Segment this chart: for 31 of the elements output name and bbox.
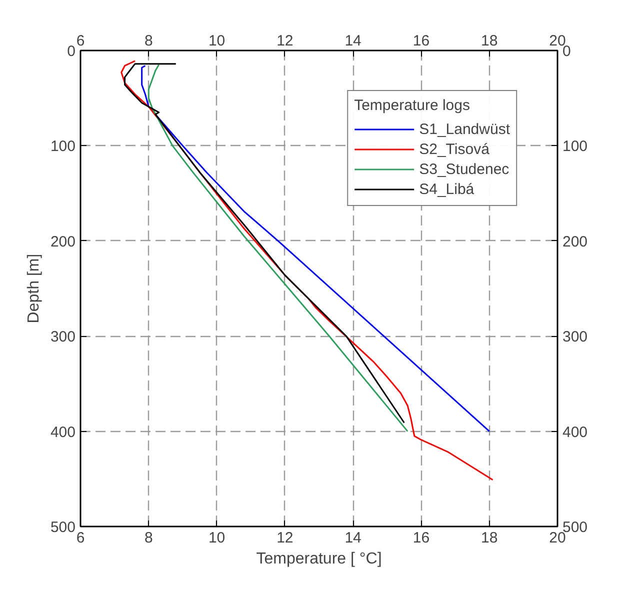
x-tick-label: 6: [76, 32, 85, 50]
x2-tick-label: 18: [481, 530, 498, 546]
x2-tick-label: 12: [276, 530, 294, 546]
y-tick-label: 200: [50, 233, 76, 250]
y2-tick-label: 300: [562, 328, 588, 346]
y-tick-label: 300: [50, 328, 76, 346]
legend-label: S3_Studenec: [419, 160, 510, 178]
x-tick-label: 12: [276, 32, 294, 50]
legend-title: Temperature logs: [354, 97, 471, 114]
y2-tick-label: 100: [562, 138, 588, 156]
y-tick-label: 400: [50, 424, 76, 441]
y-tick-label: 500: [50, 519, 76, 536]
x2-tick-label: 8: [144, 530, 153, 546]
x2-tick-label: 10: [208, 530, 226, 546]
legend-label: S1_Landwüst: [419, 120, 510, 138]
y-tick-label: 0: [67, 43, 76, 60]
y-axis-title: Depth [m]: [25, 254, 42, 324]
x-tick-label: 18: [481, 32, 498, 50]
x-tick-label: 10: [208, 32, 226, 50]
x-tick-label: 14: [344, 32, 362, 50]
x-tick-label: 8: [144, 32, 153, 50]
legend-label: S4_Libá: [419, 180, 474, 198]
y-tick-label: 100: [50, 138, 76, 156]
x2-tick-label: 6: [76, 530, 85, 546]
x2-tick-label: 14: [344, 530, 362, 546]
x-tick-label: 16: [412, 32, 430, 50]
x2-tick-label: 16: [412, 530, 430, 546]
y2-tick-label: 200: [562, 233, 588, 250]
y2-tick-label: 400: [562, 424, 588, 441]
legend-label: S2_Tisová: [419, 140, 490, 158]
x-axis-title: Temperature [ °C]: [256, 550, 382, 568]
